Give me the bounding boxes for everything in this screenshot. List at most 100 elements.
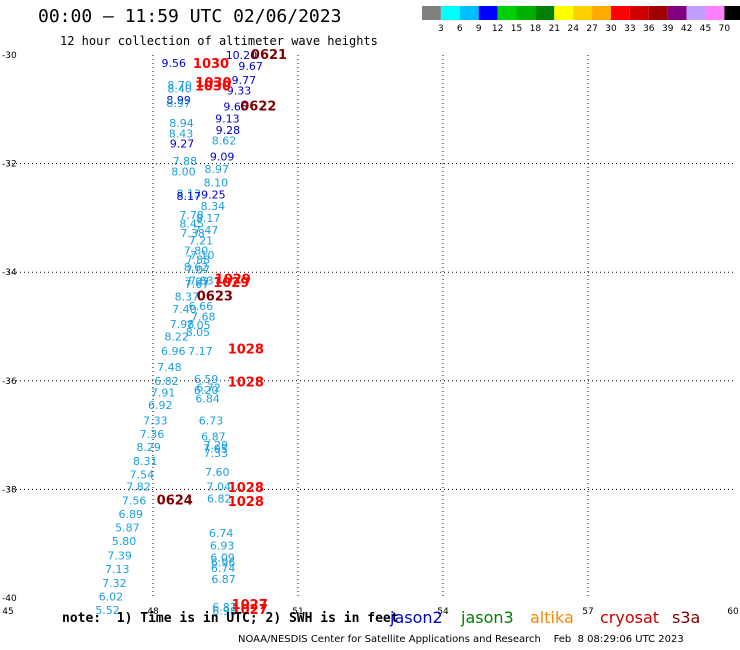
wave-height-label: 7.29 bbox=[204, 439, 229, 452]
y-tick-label: -40 bbox=[2, 594, 17, 604]
wave-height-label: 6.82 bbox=[154, 375, 179, 388]
wave-height-label: 7.21 bbox=[189, 235, 214, 248]
wave-height-label: 8.45 bbox=[179, 217, 204, 230]
wave-height-label: 9.25 bbox=[201, 189, 226, 202]
colorbar-label: 9 bbox=[476, 24, 482, 34]
colorbar-swatch bbox=[611, 6, 630, 20]
wave-height-label: 7.33 bbox=[143, 414, 168, 427]
wave-height-label: 7.91 bbox=[151, 387, 176, 400]
wave-height-label: 9.13 bbox=[215, 113, 240, 126]
wave-height-label: 7.67 bbox=[185, 278, 210, 291]
x-tick-label: 48 bbox=[147, 607, 159, 617]
colorbar-swatch bbox=[535, 6, 555, 20]
wave-height-label: 7.05 bbox=[203, 443, 228, 456]
wave-height-label: 6.96 bbox=[161, 345, 186, 358]
colorbar-swatch bbox=[592, 6, 611, 20]
data-labels: 10.209.679.569.778.708.40 9.338.998.97 9.6… bbox=[95, 48, 287, 618]
wave-height-label: 8.37 bbox=[175, 291, 200, 304]
wave-height-label: 8.70 bbox=[167, 79, 192, 92]
colorbar-swatch bbox=[629, 6, 649, 20]
pass-time-label: 1027 bbox=[232, 598, 268, 613]
colorbar-label: 3 bbox=[438, 24, 444, 34]
pass-time-label: 0623 bbox=[197, 290, 233, 305]
wave-height-label: 7.56 bbox=[122, 494, 147, 507]
wave-height-label: 6.20 bbox=[194, 384, 219, 397]
y-tick-label: -38 bbox=[2, 485, 17, 495]
wave-height-label: 9.65 bbox=[223, 101, 248, 114]
pass-time-label: 1029 bbox=[215, 272, 251, 287]
colorbar-label: 6 bbox=[457, 24, 463, 34]
pass-time-label: 1028 bbox=[228, 481, 264, 496]
wave-height-label: 6.89 bbox=[119, 508, 144, 521]
wave-height-label: 8.17 bbox=[196, 212, 221, 225]
colorbar-swatch bbox=[516, 6, 536, 20]
colorbar-swatch bbox=[440, 6, 460, 20]
colorbar-label: 21 bbox=[549, 24, 560, 34]
x-tick-label: 57 bbox=[582, 607, 593, 617]
wave-height-label: 7.07 bbox=[186, 263, 211, 276]
wave-height-label: 7.97 bbox=[185, 275, 210, 288]
colorbar-swatch bbox=[554, 6, 574, 20]
pass-time-label: 1030 bbox=[195, 79, 231, 94]
wave-height-label: 7.39 bbox=[107, 550, 132, 563]
wave-height-label: 9.09 bbox=[210, 151, 235, 164]
colorbar-swatch bbox=[686, 6, 706, 20]
wave-height-label: 6.93 bbox=[210, 539, 235, 552]
pass-time-label: 1030 bbox=[195, 76, 231, 91]
x-tick-label: 54 bbox=[437, 607, 449, 617]
wave-height-label: 9.33 bbox=[227, 84, 252, 97]
wave-height-label: 7.38 bbox=[180, 227, 205, 240]
wave-height-label: 7.10 bbox=[190, 249, 215, 262]
x-tick-label: 45 bbox=[2, 607, 13, 617]
wave-height-label: 6.87 bbox=[201, 431, 226, 444]
colorbar-swatch bbox=[459, 6, 479, 20]
wave-height-label: 6.59 bbox=[194, 373, 219, 386]
credit-line: NOAA/NESDIS Center for Satellite Applica… bbox=[238, 634, 684, 645]
wave-height-label: 7.13 bbox=[105, 563, 130, 576]
wave-height-label: 8.05 bbox=[186, 326, 211, 339]
wave-height-label: 8.10 bbox=[204, 177, 229, 190]
wave-height-label: 8.62 bbox=[212, 134, 237, 147]
colorbar-label: 45 bbox=[700, 24, 711, 34]
wave-height-label: 8.13 bbox=[177, 187, 202, 200]
wave-height-label: 8.31 bbox=[133, 455, 158, 468]
wave-height-label: 6.74 bbox=[211, 562, 236, 575]
colorbar-label: 33 bbox=[624, 24, 635, 34]
wave-height-label: 6.72 bbox=[196, 381, 221, 394]
wave-height-label: 7.40 bbox=[172, 303, 197, 316]
wave-height-label: 7.48 bbox=[157, 361, 182, 374]
wave-height-label: 7.47 bbox=[194, 224, 219, 237]
pass-time-label: 0624 bbox=[157, 493, 193, 508]
y-tick-label: -34 bbox=[2, 268, 17, 278]
wave-height-label: 9.67 bbox=[238, 60, 263, 73]
pass-time-label: 1028 bbox=[228, 342, 264, 357]
legend-jason2: jason2 bbox=[390, 608, 443, 627]
pass-time-label: 1028 bbox=[228, 495, 264, 510]
colorbar-swatch bbox=[422, 6, 441, 20]
chart-title: 00:00 – 11:59 UTC 02/06/2023 bbox=[38, 6, 342, 27]
wave-height-label: 7.54 bbox=[130, 469, 155, 482]
wave-height-label: 6.02 bbox=[99, 590, 124, 603]
pass-time-label: 1027 bbox=[232, 603, 268, 618]
wave-height-label: 6.82 bbox=[207, 493, 232, 506]
wave-height-label: 7.83 bbox=[189, 274, 214, 287]
colorbar-label: 30 bbox=[605, 24, 617, 34]
wave-height-label: 6.74 bbox=[209, 527, 234, 540]
wave-height-label: 8.43 bbox=[169, 128, 194, 141]
wave-height-label: 9.27 bbox=[170, 138, 195, 151]
wave-height-label: 7.98 bbox=[170, 318, 195, 331]
colorbar-label: 18 bbox=[530, 24, 542, 34]
wave-height-label: 8.22 bbox=[164, 330, 189, 343]
y-tick-label: -32 bbox=[2, 160, 17, 170]
wave-height-label: 7.05 bbox=[186, 319, 211, 332]
x-tick-label: 60 bbox=[727, 607, 739, 617]
colorbar-swatch bbox=[648, 6, 668, 20]
x-tick-label: 51 bbox=[292, 607, 303, 617]
wave-height-label: 6.09 bbox=[210, 551, 235, 564]
wave-height-label: 8.97 bbox=[205, 163, 230, 176]
colorbar-swatch bbox=[573, 6, 593, 20]
wave-height-label: 8.40 bbox=[167, 83, 192, 96]
colorbar-label: 12 bbox=[492, 24, 503, 34]
